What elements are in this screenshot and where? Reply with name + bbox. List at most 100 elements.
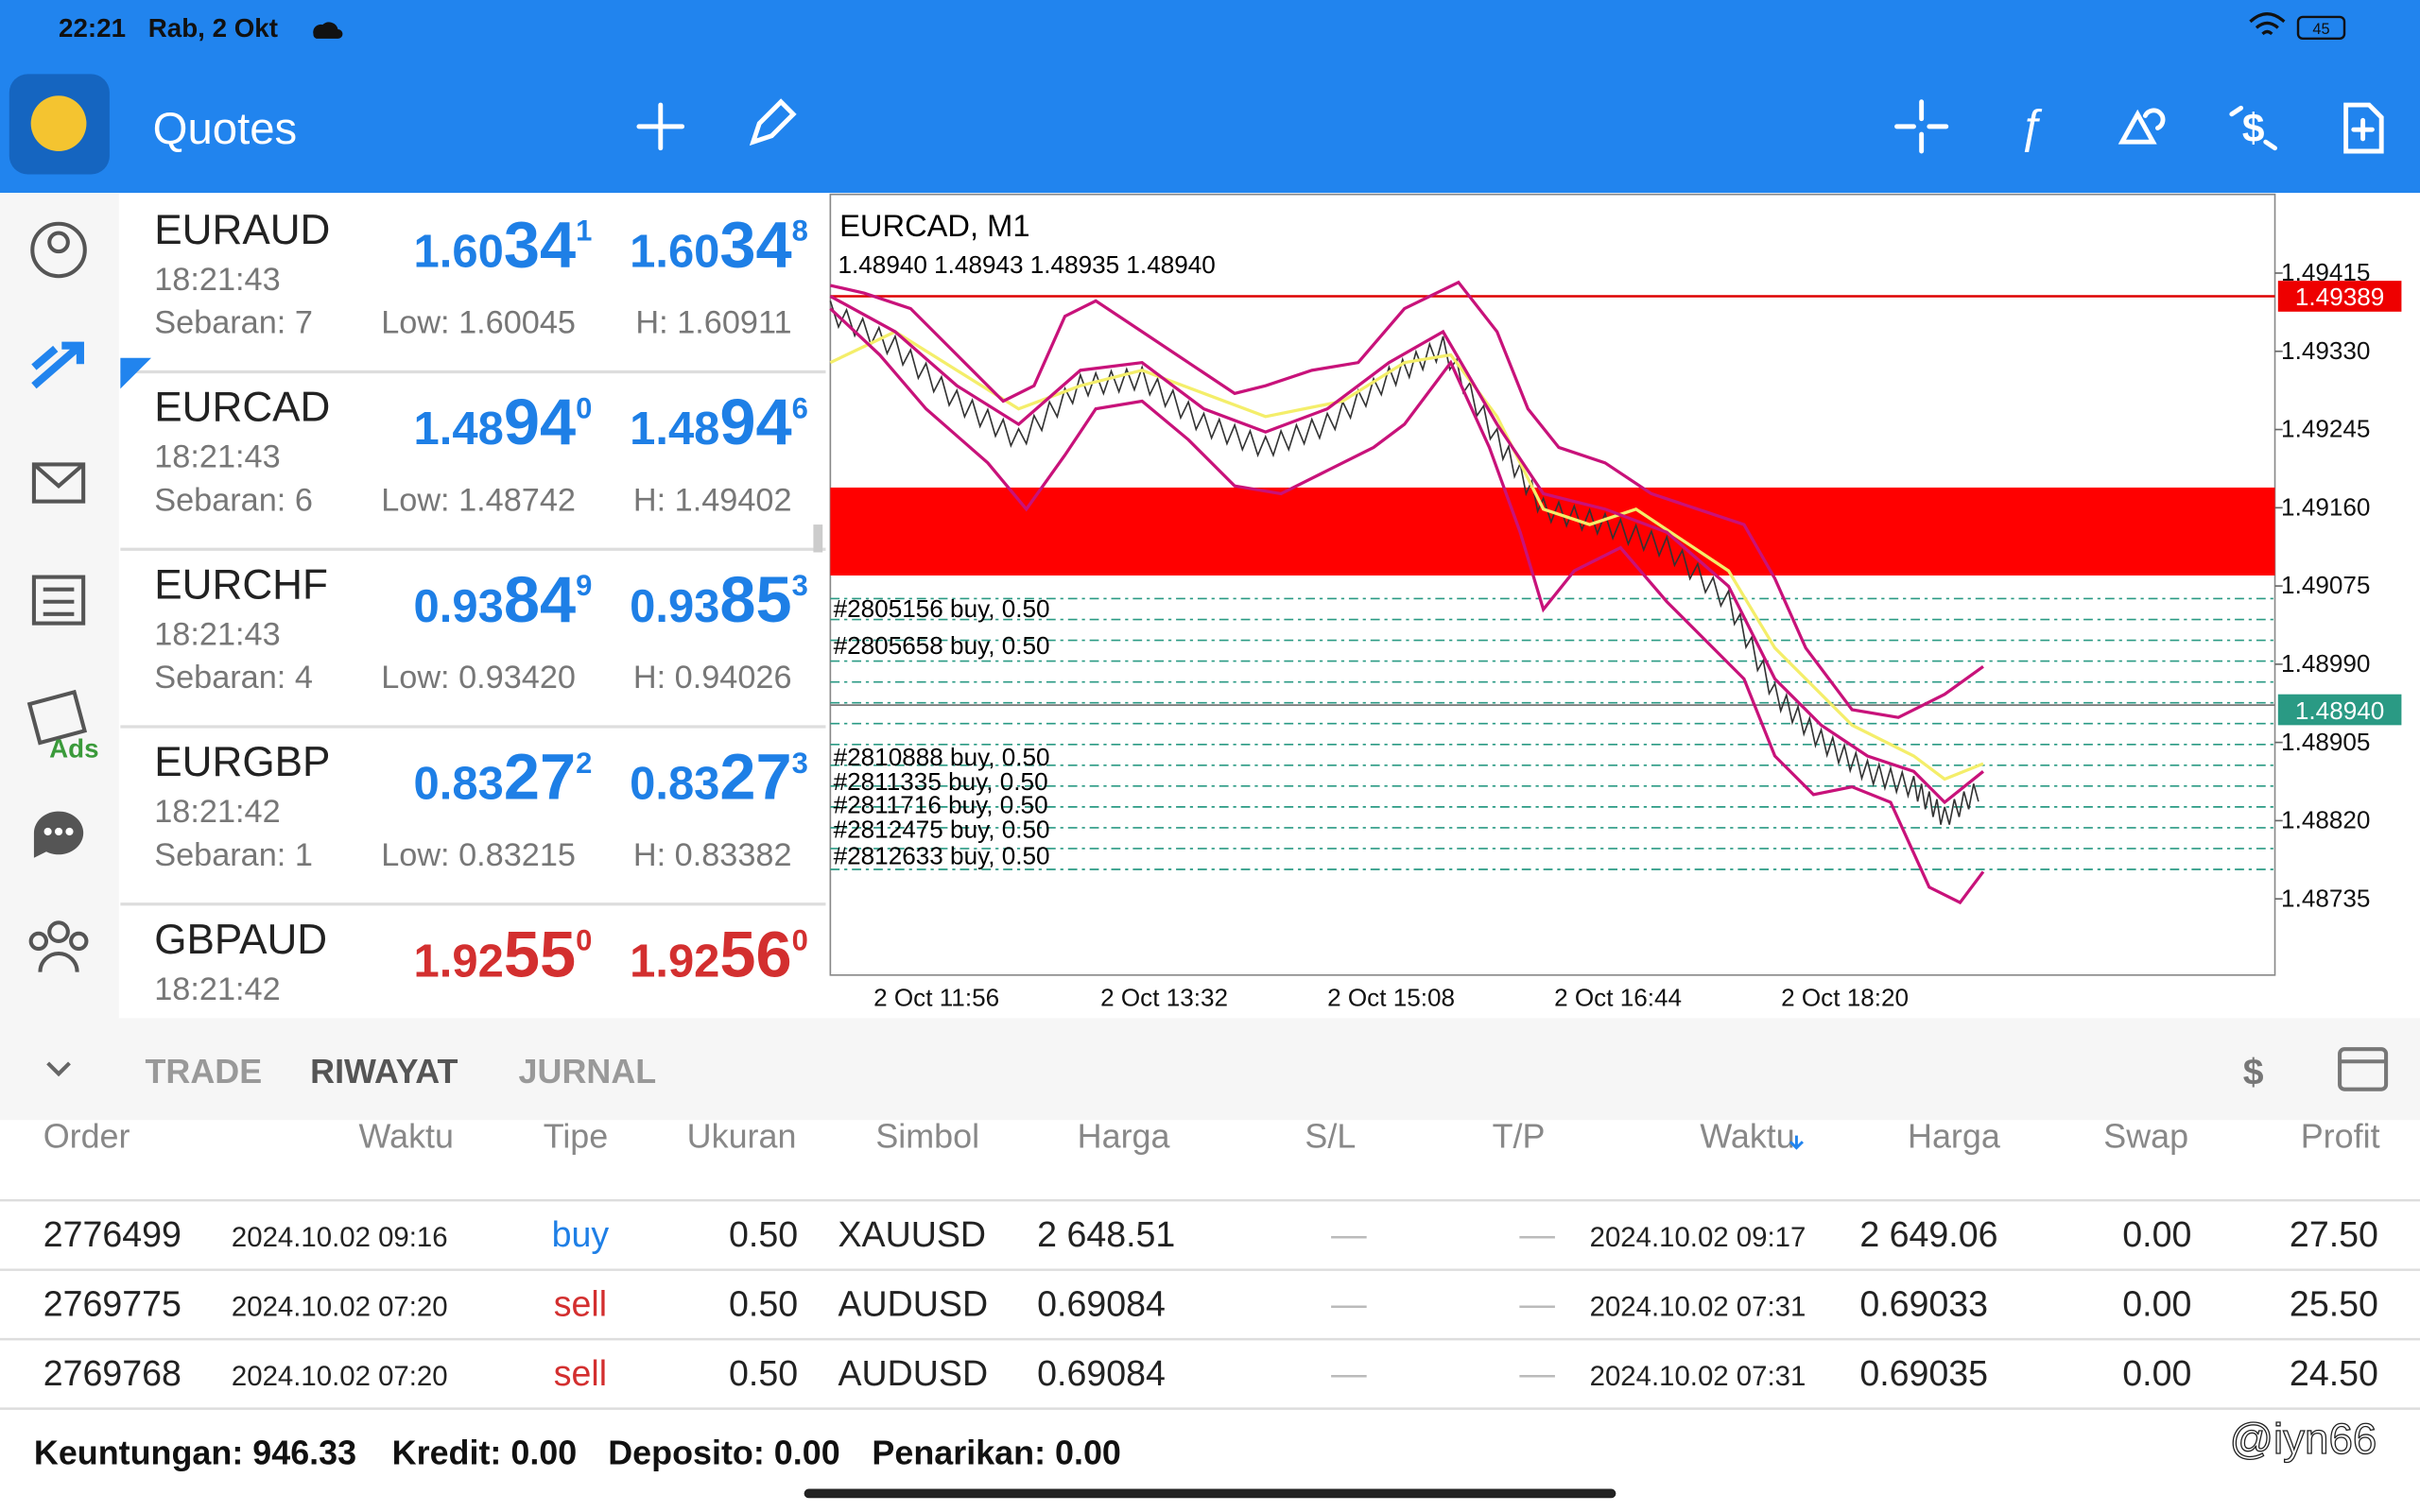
time-label: 2 Oct 18:20	[1781, 983, 1909, 1011]
tab[interactable]: TRADE	[145, 1052, 262, 1091]
cell: 0.50	[729, 1353, 798, 1393]
cell: buy	[552, 1214, 610, 1254]
price-label: 1.49160	[2281, 492, 2370, 521]
nav-chat[interactable]	[33, 811, 84, 858]
indicator-button[interactable]: ƒ	[2018, 101, 2044, 152]
bid-point: 2	[576, 747, 592, 780]
bid-pips: 94	[504, 386, 576, 458]
bid-pips: 34	[504, 208, 576, 281]
cell: 2769775	[43, 1284, 182, 1324]
quote-bid: 1.92550	[414, 918, 593, 990]
bid-prefix: 1.48	[414, 404, 504, 455]
ask-prefix: 1.92	[630, 936, 719, 987]
status-date: Rab, 2 Okt	[148, 13, 278, 43]
bid-pips: 84	[504, 563, 576, 636]
splitter-handle[interactable]	[813, 524, 823, 553]
column-header: S/L	[1305, 1117, 1356, 1156]
cell: 2024.10.02 07:20	[232, 1292, 448, 1323]
edit-button[interactable]	[749, 98, 797, 146]
quote-row[interactable]: EURGBP 18:21:42 Sebaran: 1 Low: 0.83215 H: 0…	[120, 739, 826, 906]
quote-high: H: 0.94026	[633, 660, 792, 696]
envelope-middle	[829, 295, 1984, 805]
new-order-button[interactable]	[2343, 102, 2384, 154]
column-header: Profit	[2301, 1117, 2380, 1156]
deposit-button[interactable]: $	[2243, 1053, 2264, 1093]
nav-calendar[interactable]	[26, 689, 88, 746]
watermark: @iyn66	[2230, 1415, 2377, 1463]
nav-community[interactable]	[28, 920, 89, 972]
column-header: Tipe	[544, 1117, 609, 1156]
quote-spread: Sebaran: 1	[154, 837, 313, 873]
sort-indicator	[1789, 1135, 1804, 1150]
quote-symbol: EURCAD	[154, 385, 330, 431]
cell: 2024.10.02 07:20	[232, 1361, 448, 1392]
quotes-list: EURAUD 18:21:43 Sebaran: 7 Low: 1.60045 H: 1…	[120, 207, 831, 1084]
crosshair-button[interactable]	[1894, 99, 1949, 154]
column-header: Swap	[2103, 1117, 2188, 1156]
cell: 2 649.06	[1859, 1214, 1997, 1254]
trade-button[interactable]: $	[2229, 105, 2277, 150]
quote-ask: 1.92560	[630, 918, 808, 990]
table-row[interactable]: 2776499 2024.10.02 09:16 buy 0.50 XAUUSD 2 64…	[0, 1214, 2420, 1271]
calendar-button[interactable]	[2338, 1047, 2389, 1091]
quote-bid: 1.48940	[414, 386, 593, 458]
quote-bid: 1.60341	[414, 208, 593, 281]
battery-icon	[2296, 15, 2346, 41]
summary-item: Deposito: 0.00	[608, 1433, 839, 1471]
cell: 0.50	[729, 1284, 798, 1324]
column-header: Simbol	[875, 1117, 979, 1156]
tab[interactable]: RIWAYAT	[310, 1052, 458, 1091]
order-label: #2805658 buy, 0.50	[834, 631, 1050, 660]
quote-time: 18:21:42	[154, 794, 280, 830]
cell: 0.69035	[1859, 1353, 1988, 1393]
time-label: 2 Oct 15:08	[1327, 983, 1455, 1011]
cell: sell	[554, 1284, 607, 1324]
tab[interactable]: JURNAL	[519, 1052, 657, 1091]
price-label: 1.48735	[2281, 884, 2370, 912]
cell: —	[1519, 1214, 1555, 1254]
quote-row[interactable]: EURCAD 18:21:43 Sebaran: 6 Low: 1.48742 H: 1…	[120, 385, 826, 551]
cloud-icon	[313, 22, 343, 39]
time-label: 2 Oct 11:56	[873, 983, 999, 1011]
bid-prefix: 1.60	[414, 226, 504, 277]
cell: —	[1331, 1353, 1367, 1393]
quote-time: 18:21:43	[154, 616, 280, 652]
table-row[interactable]: 2769768 2024.10.02 07:20 sell 0.50 AUDUSD 0.6…	[0, 1353, 2420, 1410]
home-indicator	[804, 1488, 1616, 1499]
cell: 25.50	[2290, 1284, 2378, 1324]
ask-point: 6	[792, 391, 808, 424]
cell: 24.50	[2290, 1353, 2378, 1393]
objects-button[interactable]	[2118, 108, 2166, 145]
quote-row[interactable]: EURCHF 18:21:43 Sebaran: 4 Low: 0.93420 H: 0…	[120, 561, 826, 729]
ask-prefix: 0.93	[630, 581, 719, 632]
bid-pips: 27	[504, 741, 576, 814]
quote-row[interactable]: EURAUD 18:21:43 Sebaran: 7 Low: 1.60045 H: 1…	[120, 207, 826, 374]
collapse-button[interactable]	[46, 1061, 71, 1077]
price-label: 1.49245	[2281, 415, 2370, 443]
quote-bid: 0.93849	[414, 563, 593, 636]
order-label: #2805156 buy, 0.50	[834, 594, 1050, 623]
cell: sell	[554, 1353, 607, 1393]
app-bar	[0, 0, 2420, 194]
nav-chart[interactable]	[31, 341, 84, 389]
tab-bar	[0, 1018, 2420, 1121]
quote-ask: 0.83273	[630, 741, 808, 814]
add-button[interactable]	[636, 102, 685, 151]
history-table: Order Waktu Tipe Ukuran Simbol Harga S/L T/P Wak…	[0, 1117, 2420, 1410]
cell: AUDUSD	[838, 1353, 989, 1393]
table-row[interactable]: 2769775 2024.10.02 07:20 sell 0.50 AUDUSD 0.6…	[0, 1284, 2420, 1341]
chart-ohlc: 1.48940 1.48943 1.48935 1.48940	[838, 250, 1216, 279]
status-time: 22:21	[59, 13, 126, 43]
column-header: Waktu	[359, 1117, 454, 1156]
cell: 0.00	[2122, 1353, 2191, 1393]
nav-quotes[interactable]	[30, 221, 87, 279]
ads-label: Ads	[49, 734, 98, 764]
battery-level: 45	[2312, 21, 2329, 38]
quote-low: Low: 0.83215	[381, 837, 576, 873]
cell: 0.69084	[1037, 1353, 1166, 1393]
nav-news[interactable]	[31, 575, 86, 626]
summary-item: Penarikan: 0.00	[872, 1433, 1120, 1471]
nav-messages[interactable]	[31, 462, 86, 504]
app-icon-emblem	[30, 95, 87, 151]
